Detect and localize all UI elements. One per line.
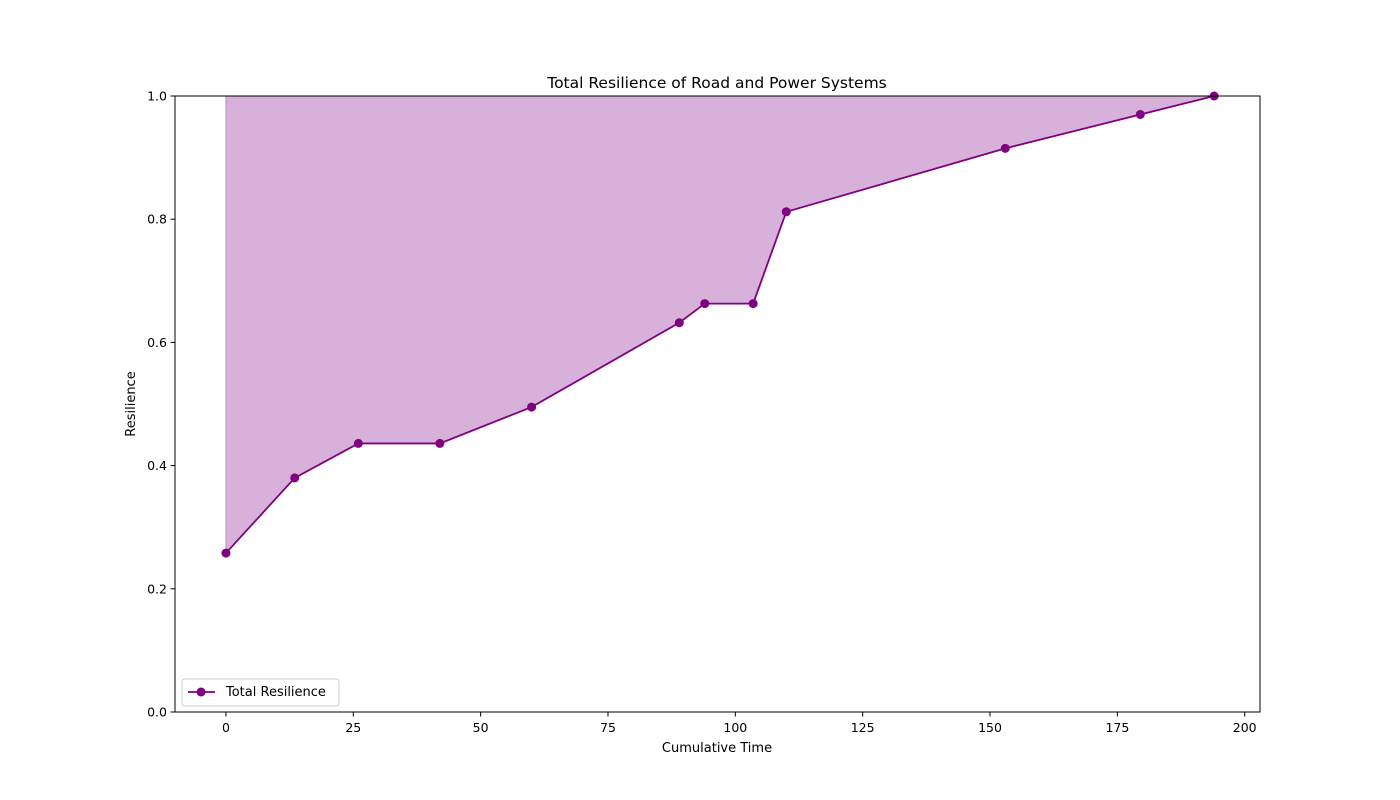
y-tick-label: 0.6 — [147, 335, 167, 350]
fill-region — [225, 96, 1215, 554]
plot-frame — [174, 95, 1261, 713]
x-tick-label: 150 — [978, 720, 1002, 735]
legend-entry-total-resilience: Total Resilience — [225, 685, 326, 700]
data-point — [748, 299, 758, 309]
y-tick-label: 0.0 — [147, 705, 167, 720]
data-point — [435, 438, 445, 448]
chart-title: Total Resilience of Road and Power Syste… — [546, 74, 887, 92]
y-tick-label: 0.2 — [147, 581, 167, 596]
x-tick-label: 50 — [473, 720, 489, 735]
y-tick-label: 0.4 — [147, 458, 167, 473]
fill-region-layer — [225, 96, 1215, 554]
data-point — [221, 548, 231, 558]
legend-marker-swatch — [196, 687, 206, 697]
data-point — [353, 438, 363, 448]
data-point — [781, 207, 791, 217]
data-point — [1135, 109, 1145, 119]
x-axis-label: Cumulative Time — [662, 741, 772, 756]
y-tick-label: 1.0 — [147, 89, 167, 104]
y-axis: 0.0 0.2 0.4 0.6 0.8 1.0 — [147, 89, 175, 720]
series-line-layer — [225, 95, 1215, 554]
x-axis: 0 25 50 75 100 125 150 175 200 — [222, 712, 1257, 735]
data-point — [527, 402, 537, 412]
x-tick-label: 75 — [600, 720, 616, 735]
x-tick-label: 25 — [345, 720, 361, 735]
data-point — [700, 299, 710, 309]
x-tick-label: 175 — [1105, 720, 1129, 735]
x-tick-label: 125 — [851, 720, 875, 735]
series-line-total-resilience — [225, 95, 1215, 554]
y-axis-label: Resilience — [124, 371, 139, 436]
legend-box — [181, 678, 340, 707]
y-tick-label: 0.8 — [147, 212, 167, 227]
x-tick-label: 0 — [222, 720, 230, 735]
x-tick-label: 200 — [1233, 720, 1257, 735]
data-point-layer — [221, 91, 1219, 558]
legend: Total Resilience — [181, 678, 340, 707]
x-tick-label: 100 — [723, 720, 747, 735]
data-point — [674, 318, 684, 328]
data-point — [1000, 143, 1010, 153]
data-point — [290, 473, 300, 483]
